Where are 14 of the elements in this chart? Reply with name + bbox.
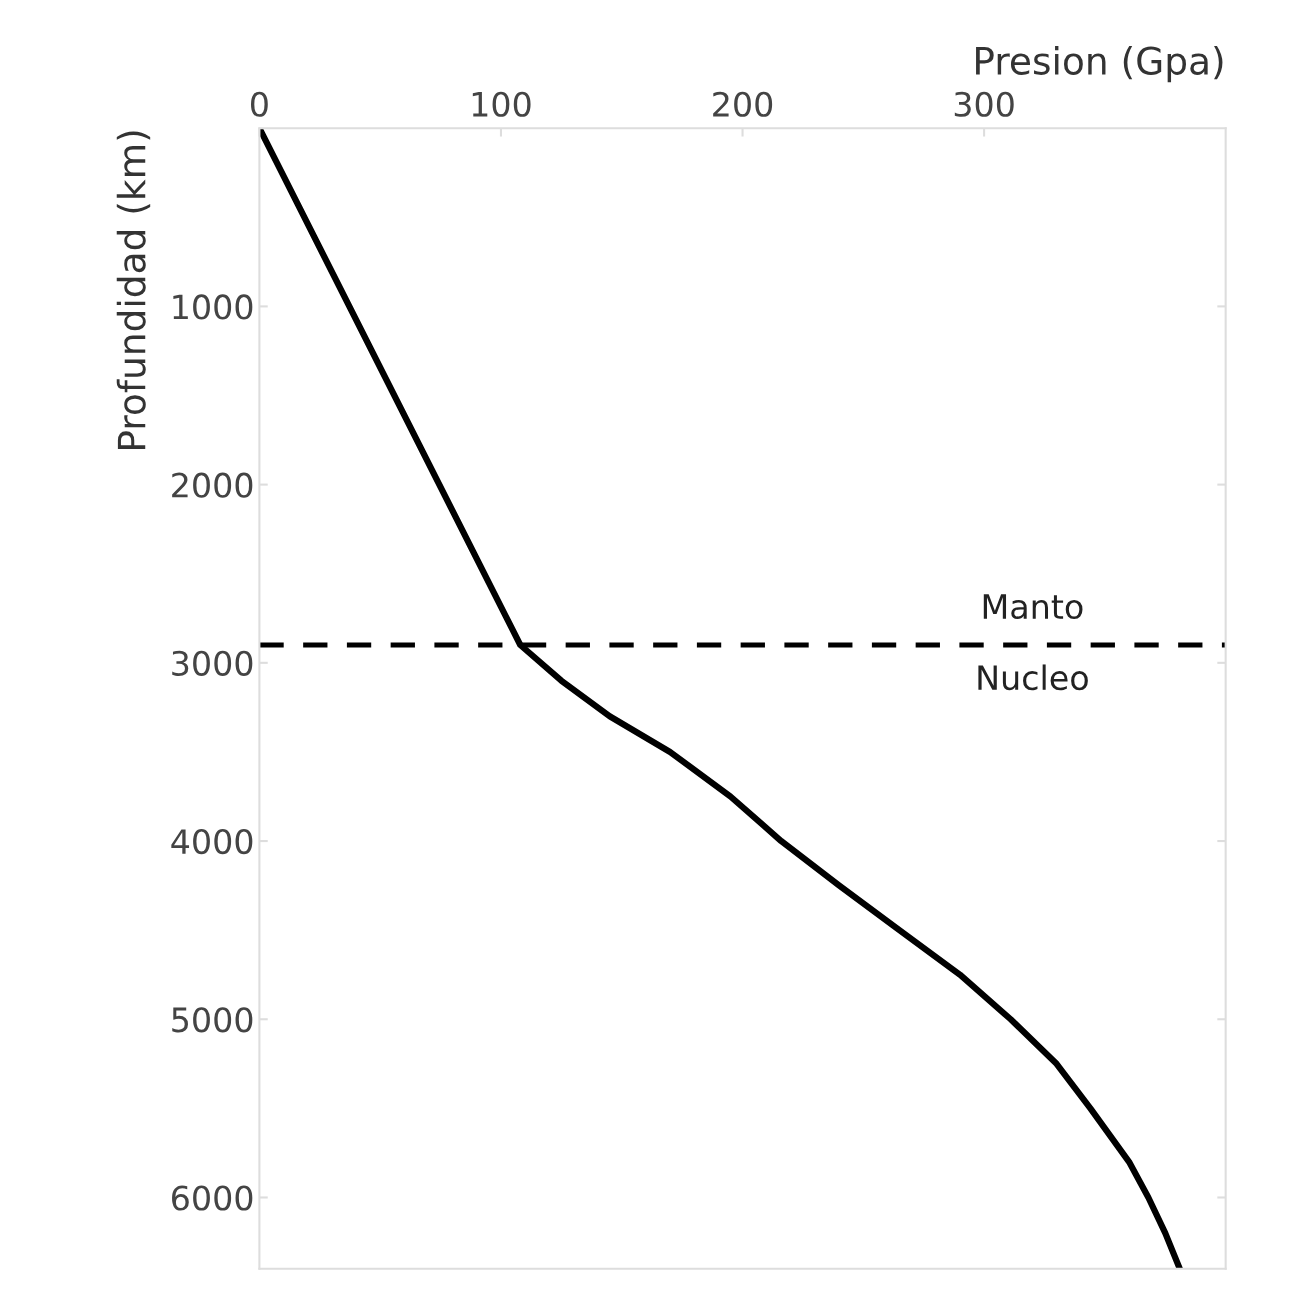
x-tick-label: 0 <box>250 91 268 117</box>
y-tick-label: 4000 <box>171 828 253 855</box>
x-tick-label: 100 <box>472 91 531 117</box>
y-tick-label: 2000 <box>172 472 253 498</box>
y-tick-label: 6000 <box>172 1185 253 1211</box>
y-tick-label: 1000 <box>173 294 253 320</box>
annotation: Manto <box>983 594 1083 620</box>
x-tick-label: 300 <box>954 91 1014 117</box>
y-tick-label: 3000 <box>172 650 253 676</box>
y-axis-title: Profundidad (km) <box>116 131 151 449</box>
annotation: Nucleo <box>978 664 1088 691</box>
y-tick-label: 5000 <box>172 1007 253 1033</box>
x-axis-title: Presion (Gpa) <box>976 45 1223 83</box>
x-tick-label: 200 <box>713 91 773 117</box>
